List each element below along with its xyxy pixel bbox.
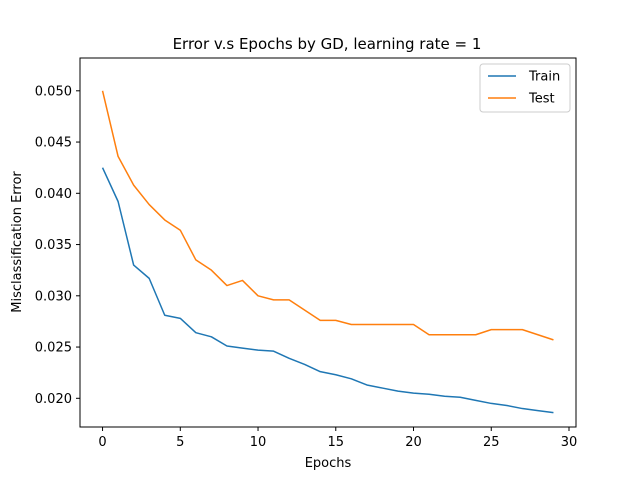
legend: Train Test <box>479 63 571 113</box>
y-axis-label: Misclassification Error <box>10 171 25 313</box>
y-tick-label: 0.025 <box>35 341 72 356</box>
x-tick-label: 30 <box>561 435 578 450</box>
y-tick-label: 0.035 <box>35 238 72 253</box>
x-tick-label: 25 <box>483 435 500 450</box>
legend-label-train: Train <box>528 70 560 85</box>
plot-frame <box>79 57 577 428</box>
y-tick-label: 0.040 <box>35 187 72 202</box>
y-tick-label: 0.045 <box>35 136 72 151</box>
axis-ticks: 0 5 10 15 20 25 30 0.020 0.025 0.030 0.035 0.040 0.0… <box>35 84 577 450</box>
y-tick-label: 0.030 <box>35 289 72 304</box>
series-lines <box>101 90 554 414</box>
x-tick-label: 15 <box>328 435 345 450</box>
chart-title: Error v.s Epochs by GD, learning rate = … <box>173 35 482 53</box>
legend-label-test: Test <box>528 92 555 107</box>
series-line-train <box>101 167 554 414</box>
x-axis-label: Epochs <box>305 456 352 471</box>
x-tick-label: 5 <box>176 435 184 450</box>
series-line-test <box>101 90 554 341</box>
x-tick-label: 0 <box>98 435 106 450</box>
x-tick-label: 10 <box>250 435 267 450</box>
x-tick-label: 20 <box>405 435 422 450</box>
y-tick-label: 0.020 <box>35 392 72 407</box>
y-tick-label: 0.050 <box>35 84 72 99</box>
